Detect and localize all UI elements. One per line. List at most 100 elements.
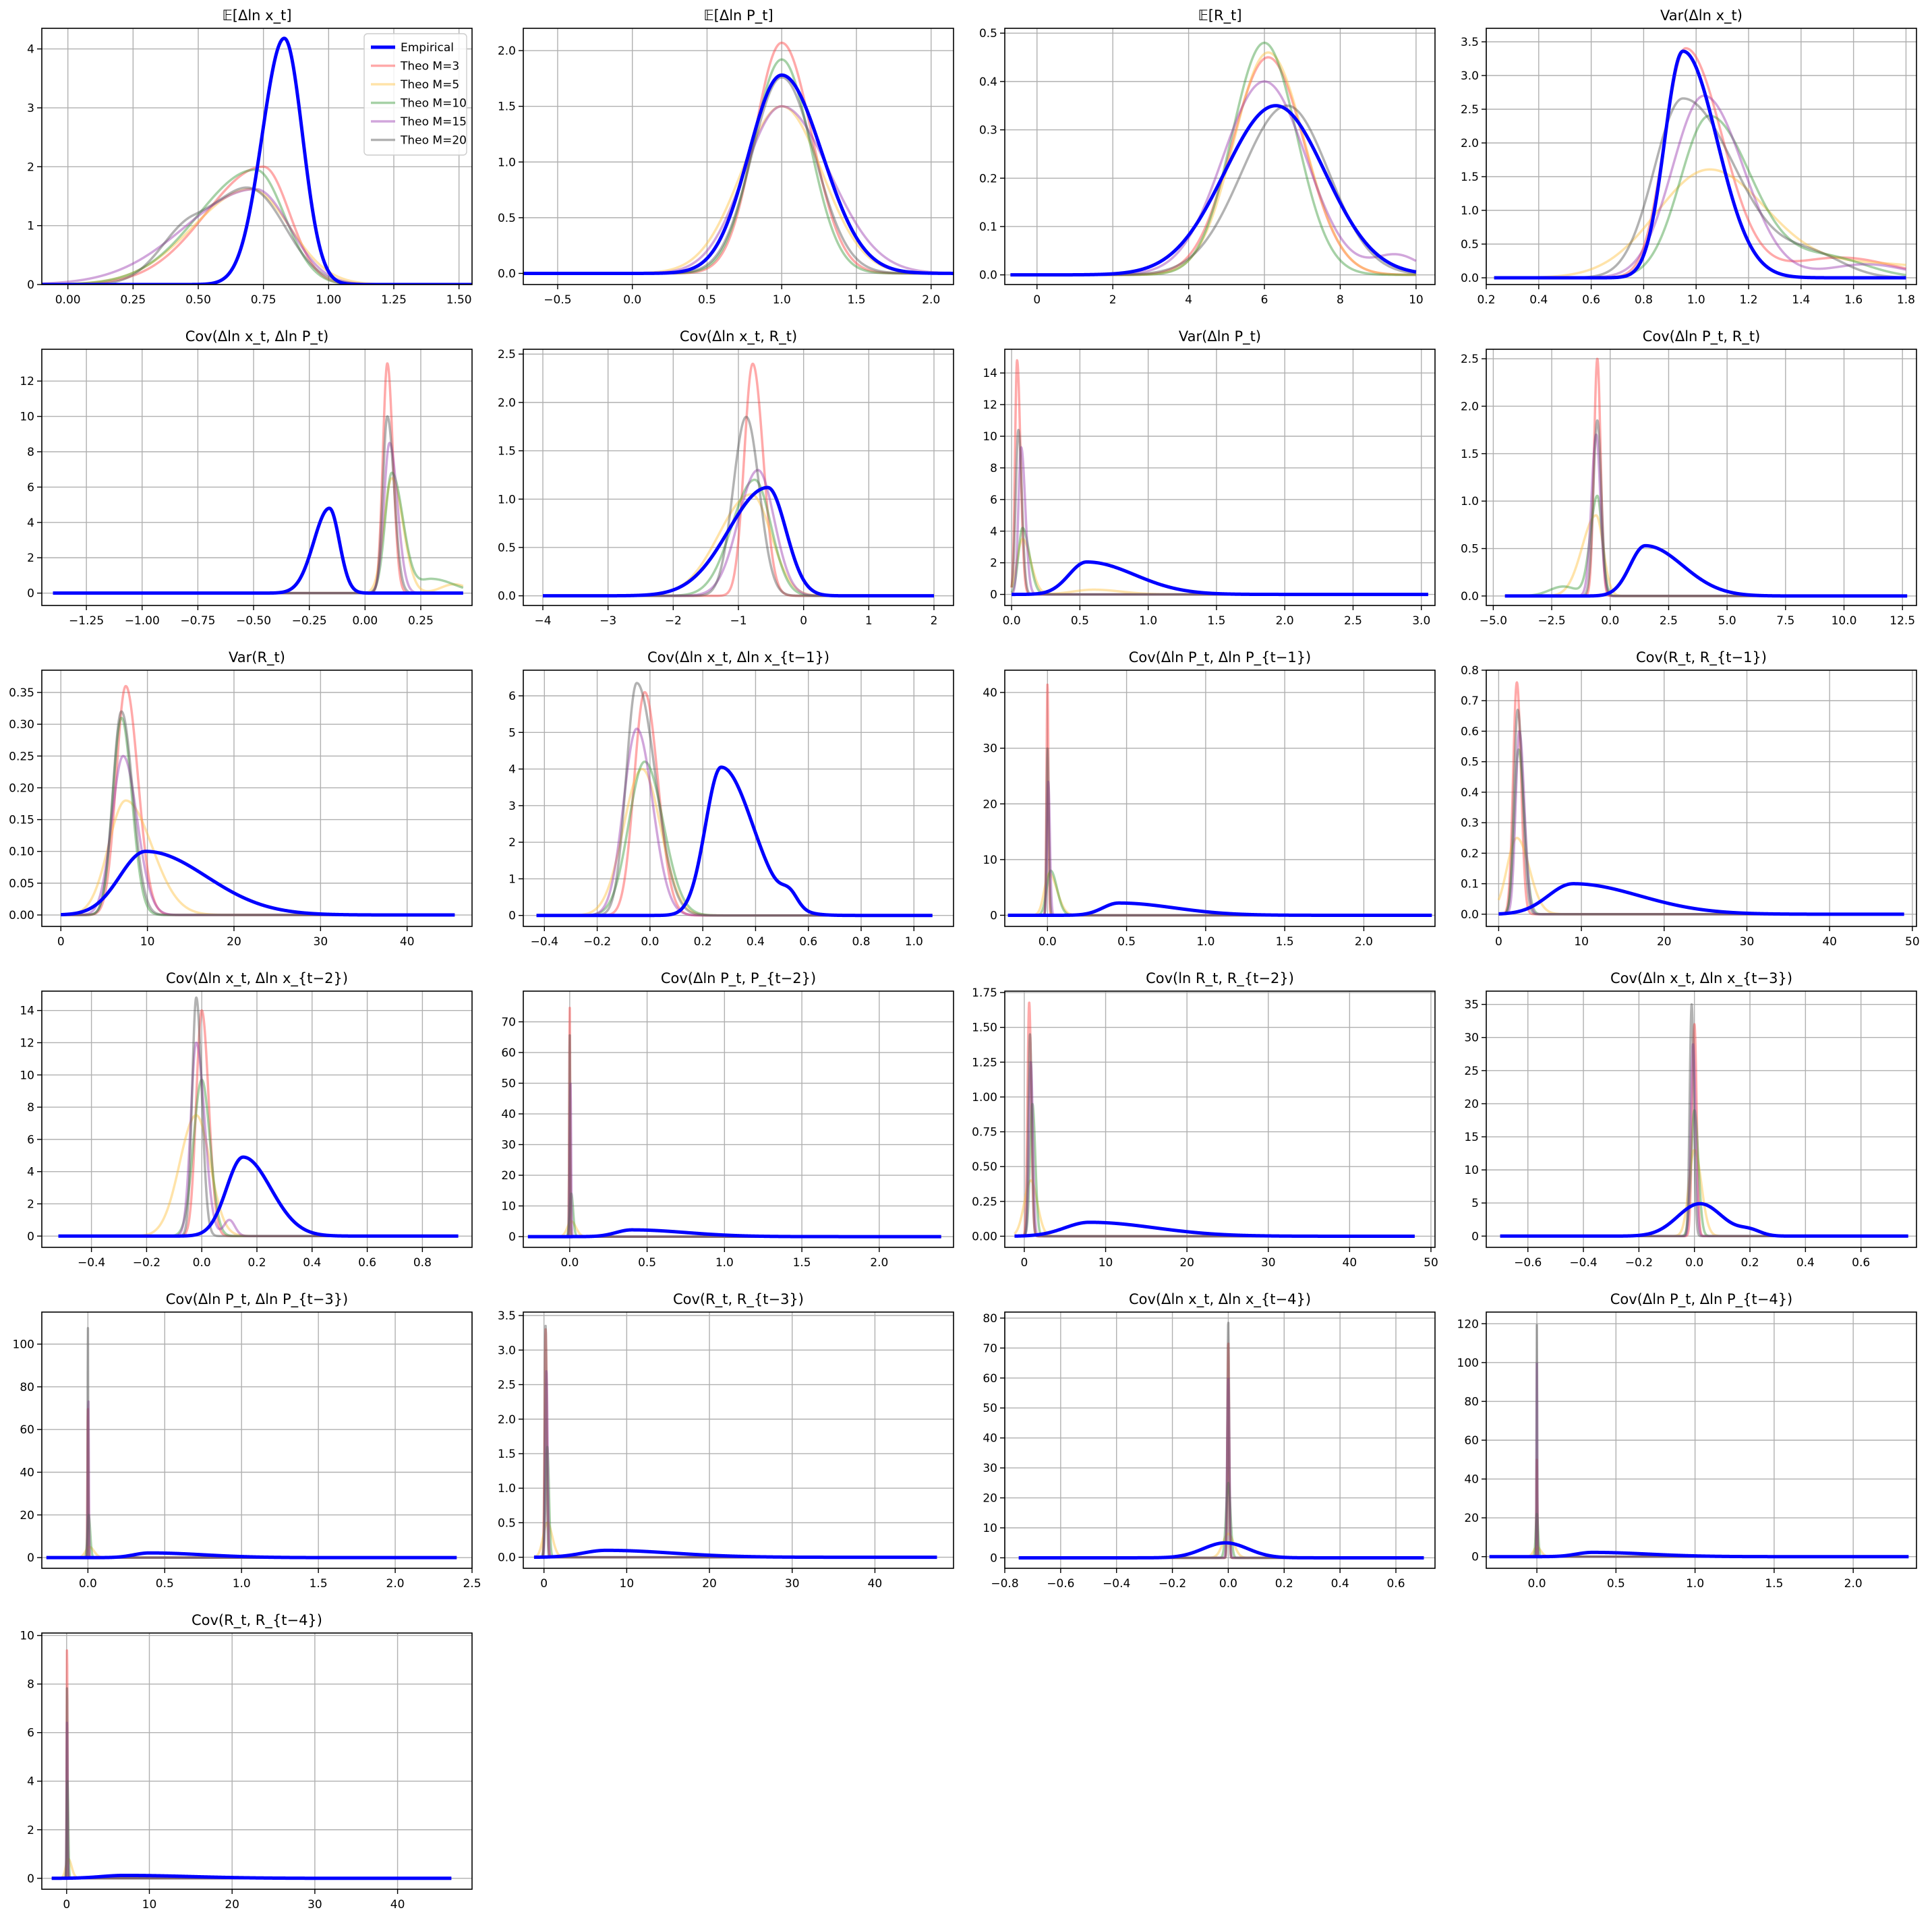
y-tick-label: 10 bbox=[20, 1069, 34, 1082]
x-tick-label: 10 bbox=[1409, 293, 1424, 307]
legend-entry: Theo M=20 bbox=[400, 134, 467, 148]
subplot: −0.4 −0.2 0.0 0.2 0.4 0.6 0.8 1.0 0 1 2 3 4 5 6 Cov(Δln… bbox=[508, 649, 954, 949]
series-line-theo-m-10 bbox=[1009, 41, 1417, 276]
x-tick-label: 0.0 bbox=[560, 1256, 579, 1270]
y-tick-label: 2 bbox=[508, 836, 516, 850]
x-tick-label: 2 bbox=[1109, 293, 1117, 307]
series-line-theo-m-10 bbox=[1499, 1109, 1910, 1238]
y-tick-label: 0.00 bbox=[972, 1230, 997, 1243]
x-tick-label: 30 bbox=[1261, 1256, 1276, 1270]
x-tick-label: 1.0 bbox=[1196, 935, 1214, 949]
y-tick-label: 0 bbox=[1471, 1551, 1479, 1564]
x-tick-label: 2 bbox=[931, 614, 938, 628]
series-line-theo-m-5 bbox=[1497, 837, 1905, 916]
x-tick-label: 1.6 bbox=[1844, 293, 1863, 307]
x-tick-label: −0.4 bbox=[531, 935, 558, 949]
x-tick-label: 1.2 bbox=[1740, 293, 1758, 307]
y-tick-label: 0 bbox=[508, 910, 516, 923]
x-tick-label: 0.5 bbox=[698, 293, 716, 307]
x-tick-label: 2.5 bbox=[1660, 614, 1678, 628]
y-tick-label: 0.6 bbox=[1461, 725, 1479, 738]
axes-frame bbox=[1004, 670, 1436, 927]
series-line-empirical bbox=[42, 36, 472, 285]
x-tick-label: 4 bbox=[1185, 293, 1192, 307]
x-tick-label: 0.6 bbox=[1582, 293, 1600, 307]
y-tick-label: 80 bbox=[20, 1381, 34, 1394]
x-tick-label: 1.4 bbox=[1792, 293, 1810, 307]
y-tick-label: 2.5 bbox=[1461, 103, 1479, 117]
series-line-theo-m-10 bbox=[1493, 114, 1907, 279]
y-tick-label: 0.35 bbox=[9, 686, 34, 700]
y-tick-label: 8 bbox=[990, 462, 997, 475]
x-tick-label: 20 bbox=[702, 1577, 717, 1591]
y-tick-label: 0.5 bbox=[498, 541, 516, 555]
y-tick-label: 25 bbox=[1464, 1065, 1479, 1078]
y-tick-label: 4 bbox=[27, 1166, 34, 1179]
series-line-empirical bbox=[1009, 104, 1418, 277]
y-tick-label: 0.3 bbox=[1461, 817, 1479, 830]
x-tick-label: 8 bbox=[1337, 293, 1344, 307]
series-line-empirical bbox=[1006, 901, 1434, 917]
chart-title: Cov(Δln P_t, Δln P_{t−1}) bbox=[1129, 649, 1312, 666]
x-tick-label: 2.0 bbox=[1844, 1577, 1863, 1591]
x-tick-label: 0.5 bbox=[156, 1577, 174, 1591]
y-tick-label: 0.7 bbox=[1461, 694, 1479, 708]
y-tick-label: 6 bbox=[27, 481, 34, 494]
y-tick-label: 0 bbox=[27, 587, 34, 601]
chart-title: Cov(Δln P_t, Δln P_{t−4}) bbox=[1610, 1291, 1793, 1308]
x-tick-label: −0.6 bbox=[1514, 1256, 1542, 1270]
x-tick-label: 0.0 bbox=[1003, 614, 1021, 628]
x-tick-label: 1.5 bbox=[847, 293, 865, 307]
subplot: 0 10 20 30 40 50 0.0 0.1 0.2 0.3 0.4 0.5 0.6 0.7 0.8 Co… bbox=[1461, 649, 1920, 949]
x-tick-label: 0.0 bbox=[1685, 1256, 1703, 1270]
y-tick-label: 60 bbox=[983, 1372, 997, 1386]
x-tick-label: 1.0 bbox=[1139, 614, 1157, 628]
series-line-theo-m-5 bbox=[1014, 1179, 1416, 1238]
chart-title: Cov(Δln x_t, Δln x_{t−1}) bbox=[647, 649, 829, 666]
x-tick-label: 1.5 bbox=[1276, 935, 1294, 949]
y-tick-label: 20 bbox=[501, 1169, 516, 1183]
series-line-theo-m-5 bbox=[1499, 1148, 1910, 1238]
x-tick-label: 1.50 bbox=[446, 293, 472, 307]
x-tick-label: −0.25 bbox=[292, 614, 327, 628]
y-tick-label: 1.0 bbox=[498, 493, 516, 506]
y-tick-label: 10 bbox=[20, 1630, 34, 1643]
x-tick-label: 5.0 bbox=[1718, 614, 1736, 628]
chart-title: Cov(Δln x_t, Δln P_t) bbox=[185, 328, 329, 345]
x-tick-label: 0.25 bbox=[408, 614, 434, 628]
x-tick-label: 0.0 bbox=[641, 935, 659, 949]
series-line-empirical bbox=[1488, 1550, 1910, 1559]
series-line-theo-m-15 bbox=[1504, 433, 1908, 597]
chart-title: Var(Δln x_t) bbox=[1660, 7, 1743, 24]
x-tick-label: 2.5 bbox=[1344, 614, 1362, 628]
y-tick-label: 12 bbox=[20, 1036, 34, 1050]
y-tick-label: 0.3 bbox=[979, 124, 997, 138]
axes-frame bbox=[1004, 1311, 1436, 1569]
x-tick-label: 0.50 bbox=[185, 293, 211, 307]
x-tick-label: 0.0 bbox=[1038, 935, 1057, 949]
y-tick-label: 0 bbox=[990, 1551, 997, 1565]
y-tick-label: 10 bbox=[501, 1200, 516, 1214]
series-line-empirical bbox=[59, 850, 457, 917]
y-tick-label: 50 bbox=[501, 1077, 516, 1091]
y-tick-label: 2.5 bbox=[498, 348, 516, 361]
series-line-theo-m-3 bbox=[1010, 359, 1430, 596]
series-line-theo-m-10 bbox=[59, 716, 456, 916]
x-tick-label: 2.0 bbox=[870, 1256, 888, 1270]
axes-frame bbox=[523, 670, 954, 927]
y-tick-label: 8 bbox=[27, 446, 34, 459]
x-tick-label: 2.0 bbox=[1276, 614, 1294, 628]
x-tick-label: 1 bbox=[865, 614, 873, 628]
series-line-theo-m-15 bbox=[1010, 446, 1430, 596]
x-tick-label: 0.4 bbox=[747, 935, 765, 949]
y-tick-label: 2 bbox=[27, 1197, 34, 1211]
y-tick-label: 0.5 bbox=[498, 212, 516, 225]
series-line-theo-m-10 bbox=[533, 1446, 938, 1559]
x-tick-label: 40 bbox=[1822, 935, 1837, 949]
y-tick-label: 2.0 bbox=[1461, 137, 1479, 150]
y-tick-label: 1.5 bbox=[498, 445, 516, 458]
series-line-empirical bbox=[541, 485, 936, 598]
y-tick-label: 70 bbox=[501, 1016, 516, 1030]
subplot: 0.2 0.4 0.6 0.8 1.0 1.2 1.4 1.6 1.8 0.0 0.5 1.0 1.5 2… bbox=[1461, 7, 1917, 307]
axes-frame bbox=[523, 28, 954, 285]
